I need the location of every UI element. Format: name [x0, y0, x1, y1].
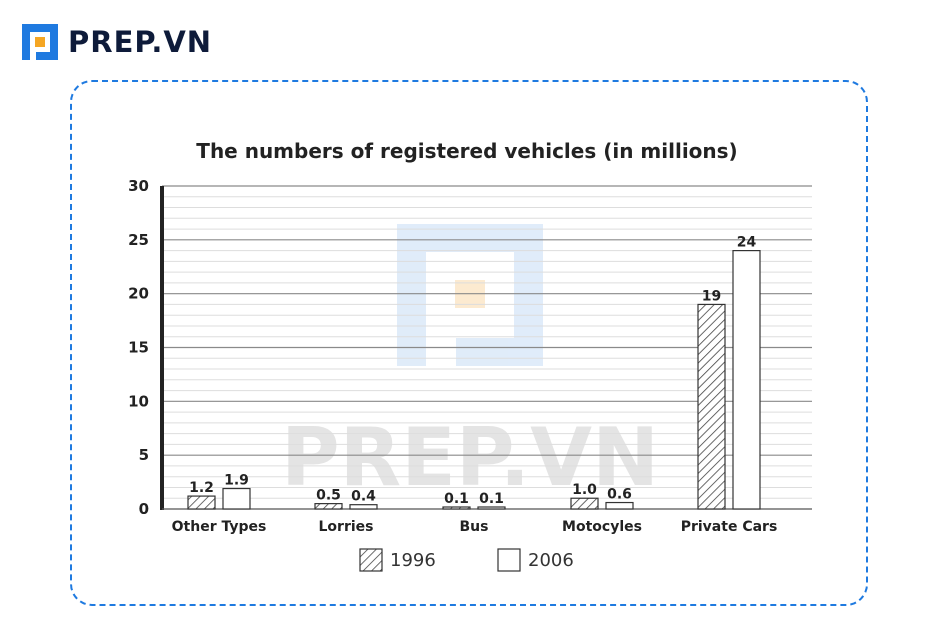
category-label: Motocyles	[562, 519, 642, 535]
data-label: 0.1	[444, 491, 469, 507]
legend-label-2006: 2006	[528, 550, 574, 571]
bar-2006-private-cars	[732, 250, 761, 510]
data-label: 1.0	[572, 482, 597, 498]
bar-1996-bus	[442, 506, 471, 510]
bar-1996-private-cars	[697, 303, 726, 510]
watermark-text: PREP.VN	[281, 411, 659, 504]
y-tick-label: 20	[128, 285, 149, 303]
data-label: 19	[702, 288, 721, 304]
data-label: 0.1	[479, 491, 504, 507]
bar-1996-lorries	[314, 503, 343, 510]
data-label: 0.4	[351, 489, 376, 505]
category-label: Private Cars	[681, 519, 778, 535]
bar-2006-motocyles	[605, 501, 634, 510]
y-tick-label: 0	[139, 500, 149, 518]
bar-2006-lorries	[349, 504, 378, 510]
category-label: Bus	[460, 519, 489, 535]
category-label: Lorries	[319, 519, 374, 535]
y-tick-label: 30	[128, 177, 149, 195]
legend-label-1996: 1996	[390, 550, 436, 571]
chart-title: The numbers of registered vehicles (in m…	[196, 139, 737, 163]
y-tick-label: 15	[128, 339, 149, 357]
data-label: 0.6	[607, 487, 632, 503]
y-axis-ticks: 0 5 10 15 20 25 30	[128, 177, 149, 518]
category-label: Other Types	[172, 519, 267, 535]
watermark: PREP.VN	[281, 224, 659, 504]
legend-swatch-2006	[497, 548, 521, 572]
prep-logo-icon	[22, 24, 58, 60]
bar-1996-motocyles	[570, 497, 599, 510]
value-labels: 1.2 1.9 0.5 0.4 0.1 0.1 1.0 0.6 19 24	[189, 235, 756, 507]
y-tick-label: 10	[128, 392, 149, 410]
bar-1996-other-types	[187, 495, 216, 510]
data-label: 1.2	[189, 480, 214, 496]
data-label: 0.5	[316, 488, 341, 504]
legend-swatch-1996	[359, 548, 383, 572]
y-tick-label: 25	[128, 231, 149, 249]
bar-2006-bus	[477, 506, 506, 510]
brand-logo[interactable]: PREP.VN	[20, 22, 212, 62]
watermark-logo-icon	[397, 224, 543, 366]
y-tick-label: 5	[139, 446, 149, 464]
data-label: 24	[737, 235, 757, 251]
bar-2006-other-types	[222, 487, 251, 510]
bars	[187, 250, 761, 510]
chart-card	[70, 80, 868, 606]
brand-name: PREP.VN	[68, 25, 213, 59]
category-labels: Other Types Lorries Bus Motocyles Private Ca…	[172, 519, 778, 535]
legend: 1996 2006	[359, 548, 574, 572]
data-label: 1.9	[224, 473, 249, 489]
